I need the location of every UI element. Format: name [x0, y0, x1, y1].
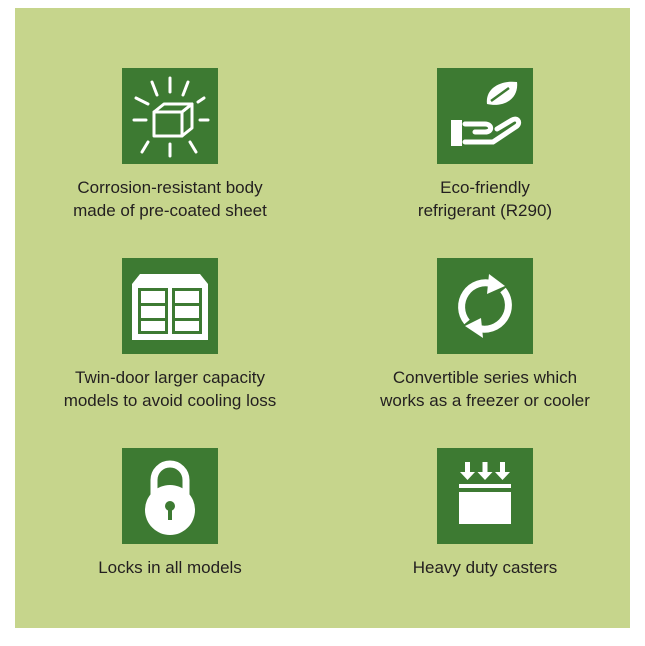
hand-leaf-icon: [437, 68, 533, 164]
label-line: Convertible series which: [392, 368, 578, 387]
feature: Corrosion-resistant body made of pre-coat…: [20, 68, 320, 222]
label-line: made of pre-coated sheet: [73, 201, 267, 220]
label-line: Locks in all models: [98, 558, 242, 577]
feature: Convertible series which works as a freez…: [335, 258, 635, 412]
feature: Locks in all models: [20, 448, 320, 579]
feature: Heavy duty casters: [335, 448, 635, 579]
box-icon: [122, 68, 218, 164]
label-line: Corrosion-resistant body: [77, 178, 263, 197]
label-line: Twin-door larger capacity: [75, 368, 265, 387]
feature: Eco-friendly refrigerant (R290): [335, 68, 635, 222]
feature: Twin-door larger capacity models to avoid…: [20, 258, 320, 412]
casters-icon: [437, 448, 533, 544]
lock-icon: [122, 448, 218, 544]
label-line: Heavy duty casters: [412, 558, 558, 577]
label-line: Eco-friendly: [440, 178, 530, 197]
label-line: refrigerant (R290): [417, 201, 553, 220]
cycle-icon: [437, 258, 533, 354]
twin-door-icon: [122, 258, 218, 354]
panel: Corrosion-resistant body made of pre-coat…: [15, 8, 630, 628]
label-line: models to avoid cooling loss: [63, 391, 277, 410]
label-line: works as a freezer or cooler: [380, 391, 590, 410]
